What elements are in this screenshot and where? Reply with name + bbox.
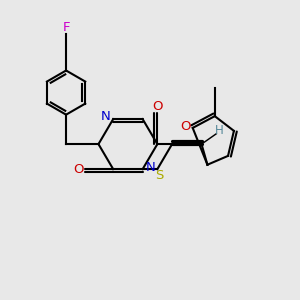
- Text: H: H: [215, 124, 224, 137]
- Text: N: N: [146, 161, 156, 175]
- Text: O: O: [153, 100, 163, 113]
- Text: O: O: [180, 120, 190, 133]
- Text: F: F: [62, 21, 70, 34]
- Text: O: O: [74, 163, 84, 176]
- Text: S: S: [155, 169, 164, 182]
- Text: N: N: [101, 110, 111, 123]
